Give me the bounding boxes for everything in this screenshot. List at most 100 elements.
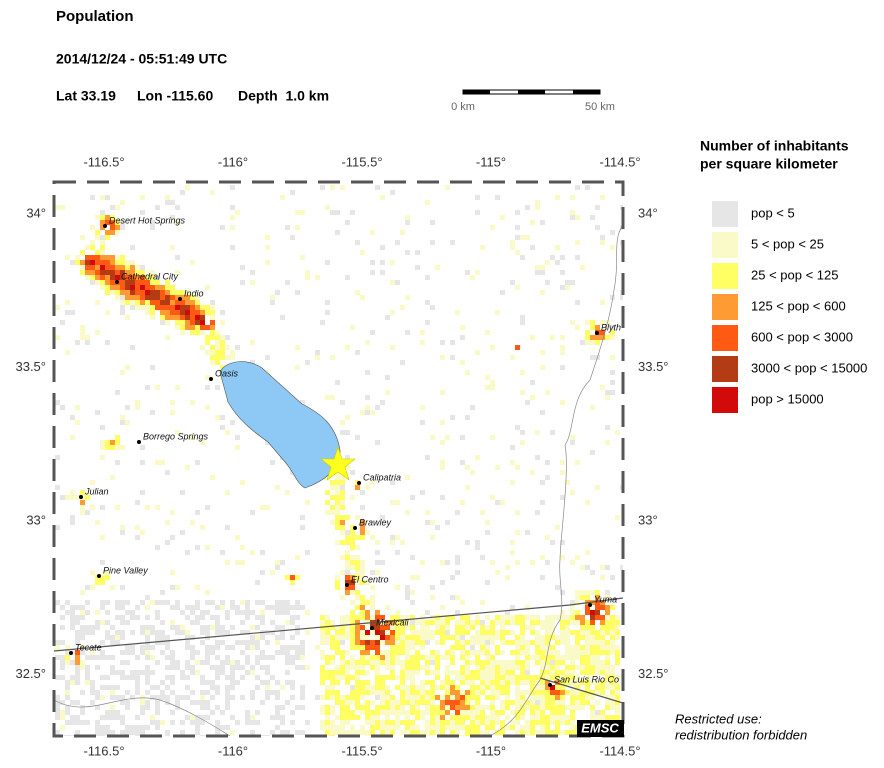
population-cell <box>100 725 105 730</box>
population-cell <box>425 630 430 635</box>
population-cell <box>400 305 405 310</box>
population-cell <box>215 640 220 645</box>
population-cell <box>440 640 445 645</box>
population-cell <box>240 640 245 645</box>
population-cell <box>295 605 300 610</box>
population-cell <box>435 640 440 645</box>
population-cell <box>95 690 100 695</box>
population-cell <box>430 630 435 635</box>
population-cell <box>510 700 515 705</box>
population-cell <box>575 255 580 260</box>
population-cell <box>350 470 355 475</box>
population-cell <box>590 650 595 655</box>
population-cell <box>340 525 345 530</box>
population-cell <box>430 655 435 660</box>
population-cell <box>490 630 495 635</box>
population-cell <box>295 705 300 710</box>
population-cell <box>450 700 455 705</box>
population-cell <box>320 615 325 620</box>
population-cell <box>485 385 490 390</box>
population-cell <box>330 355 335 360</box>
population-cell <box>610 685 615 690</box>
population-cell <box>80 665 85 670</box>
population-cell <box>135 265 140 270</box>
population-cell <box>120 670 125 675</box>
population-cell <box>100 255 105 260</box>
population-cell <box>345 570 350 575</box>
legend-swatch <box>712 201 738 227</box>
population-cell <box>530 625 535 630</box>
population-cell <box>550 255 555 260</box>
population-cell <box>345 715 350 720</box>
population-cell <box>365 700 370 705</box>
population-cell <box>200 440 205 445</box>
population-cell <box>605 335 610 340</box>
population-cell <box>605 640 610 645</box>
population-cell <box>465 680 470 685</box>
population-cell <box>490 700 495 705</box>
population-cell <box>610 575 615 580</box>
population-cell <box>470 730 475 735</box>
population-cell <box>585 610 590 615</box>
population-cell <box>120 605 125 610</box>
population-cell <box>120 200 125 205</box>
population-cell <box>145 705 150 710</box>
population-cell <box>505 630 510 635</box>
population-cell <box>485 725 490 730</box>
population-cell <box>80 260 85 265</box>
population-cell <box>175 315 180 320</box>
population-cell <box>325 640 330 645</box>
population-cell <box>170 215 175 220</box>
population-cell <box>555 675 560 680</box>
population-cell <box>460 655 465 660</box>
population-cell <box>330 620 335 625</box>
population-cell <box>380 515 385 520</box>
population-cell <box>65 690 70 695</box>
population-cell <box>320 630 325 635</box>
population-cell <box>480 245 485 250</box>
population-cell <box>400 230 405 235</box>
population-cell <box>320 725 325 730</box>
population-cell <box>140 600 145 605</box>
population-cell <box>410 705 415 710</box>
population-cell <box>470 680 475 685</box>
population-cell <box>65 495 70 500</box>
population-cell <box>295 290 300 295</box>
population-cell <box>605 700 610 705</box>
population-cell <box>65 720 70 725</box>
population-cell <box>405 475 410 480</box>
population-cell <box>85 275 90 280</box>
population-cell <box>55 205 60 210</box>
population-cell <box>215 705 220 710</box>
population-cell <box>330 655 335 660</box>
population-cell <box>330 485 335 490</box>
population-cell <box>440 355 445 360</box>
population-cell <box>495 730 500 735</box>
population-cell <box>275 650 280 655</box>
population-cell <box>220 600 225 605</box>
population-cell <box>605 675 610 680</box>
population-cell <box>410 630 415 635</box>
population-cell <box>175 695 180 700</box>
population-cell <box>440 710 445 715</box>
population-cell <box>280 645 285 650</box>
population-cell <box>415 665 420 670</box>
population-cell <box>510 280 515 285</box>
population-cell <box>540 480 545 485</box>
population-cell <box>375 720 380 725</box>
population-cell <box>95 230 100 235</box>
population-cell <box>340 625 345 630</box>
population-cell <box>135 405 140 410</box>
population-cell <box>145 275 150 280</box>
population-cell <box>300 650 305 655</box>
population-cell <box>575 590 580 595</box>
population-cell <box>585 550 590 555</box>
population-cell <box>400 640 405 645</box>
population-cell <box>85 655 90 660</box>
population-cell <box>345 580 350 585</box>
population-cell <box>95 235 100 240</box>
population-cell <box>330 730 335 735</box>
population-cell <box>535 510 540 515</box>
population-cell <box>210 360 215 365</box>
population-cell <box>595 615 600 620</box>
